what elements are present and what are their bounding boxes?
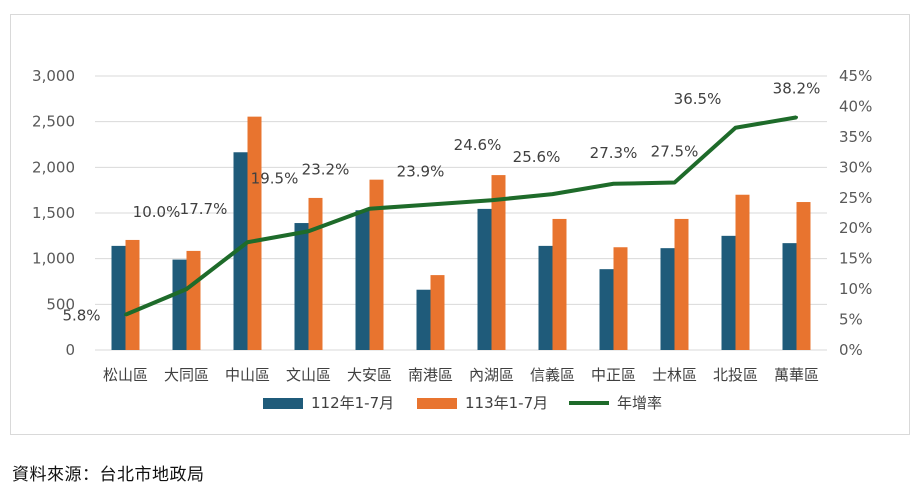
data-label: 17.7%	[180, 200, 228, 218]
bar-series2	[247, 116, 262, 350]
legend-label-series2: 113年1-7月	[465, 394, 548, 412]
bar-series1	[477, 208, 492, 350]
x-category-label: 大同區	[164, 366, 209, 384]
legend-label-line: 年增率	[617, 394, 662, 412]
y-left-tick-label: 3,000	[32, 67, 75, 85]
data-label: 23.2%	[302, 161, 350, 179]
y-right-tick-label: 20%	[839, 219, 872, 237]
bar-series1	[782, 243, 797, 350]
y-right-tick-label: 35%	[839, 128, 872, 146]
bar-series1	[416, 289, 431, 350]
source-note: 資料來源：台北市地政局	[12, 465, 205, 485]
legend-swatch-series2	[417, 398, 457, 409]
data-label: 36.5%	[674, 90, 722, 108]
data-label: 38.2%	[773, 79, 821, 97]
data-label: 10.0%	[133, 203, 181, 221]
bar-series2	[796, 202, 811, 350]
data-label: 23.9%	[397, 162, 445, 180]
bar-series2	[430, 275, 445, 350]
x-category-label: 中正區	[591, 366, 636, 384]
y-left-tick-label: 1,500	[32, 204, 75, 222]
bar-series2	[552, 218, 567, 350]
growth-rate-point	[124, 313, 127, 317]
x-category-label: 內湖區	[469, 366, 514, 384]
y-right-tick-label: 0%	[839, 341, 863, 359]
y-right-tick-label: 30%	[839, 158, 872, 176]
bar-series1	[294, 223, 309, 350]
bar-series1	[172, 259, 187, 350]
bar-series2	[674, 218, 689, 350]
x-category-label: 大安區	[347, 366, 392, 384]
growth-rate-point	[551, 192, 554, 196]
growth-rate-point	[246, 240, 249, 244]
growth-rate-point	[307, 229, 310, 233]
bar-series2	[125, 239, 140, 350]
bar-series2	[186, 250, 201, 350]
growth-rate-point	[734, 126, 737, 130]
x-category-label: 信義區	[530, 366, 575, 384]
data-label: 19.5%	[251, 169, 299, 187]
bar-series2	[735, 194, 750, 350]
bar-series2	[308, 197, 323, 350]
y-left-tick-label: 500	[46, 295, 75, 313]
x-category-label: 中山區	[225, 366, 270, 384]
y-left-tick-label: 0	[65, 341, 75, 359]
growth-rate-point	[795, 115, 798, 119]
bar-series2	[491, 175, 506, 350]
x-category-label: 松山區	[103, 366, 148, 384]
bar-series1	[355, 210, 370, 350]
y-left-tick-label: 1,000	[32, 250, 75, 268]
x-category-label: 士林區	[652, 366, 697, 384]
bar-series1	[233, 152, 248, 350]
bar-series1	[721, 235, 736, 350]
y-right-tick-label: 5%	[839, 311, 863, 329]
growth-rate-line	[124, 115, 797, 317]
growth-rate-point	[490, 198, 493, 202]
y-left-tick-label: 2,000	[32, 158, 75, 176]
data-label: 27.3%	[590, 144, 638, 162]
growth-rate-point	[185, 287, 188, 291]
data-label: 5.8%	[62, 307, 100, 325]
bar-series2	[613, 247, 628, 350]
x-category-label: 南港區	[408, 366, 453, 384]
y-left-tick-label: 2,500	[32, 113, 75, 131]
y-right-tick-label: 25%	[839, 189, 872, 207]
chart: 0 500 1,000 1,500 2,000 2,500 3,000 0% 5% 10% 15% 2…	[32, 67, 872, 412]
y-right-tick-label: 40%	[839, 97, 872, 115]
legend-swatch-series1	[263, 398, 303, 409]
x-category-label: 萬華區	[774, 366, 819, 384]
chart-frame: 0 500 1,000 1,500 2,000 2,500 3,000 0% 5% 10% 15% 2…	[10, 14, 910, 435]
data-label: 24.6%	[454, 136, 502, 154]
growth-rate-point	[673, 181, 676, 185]
bar-series1	[538, 245, 553, 350]
data-label: 25.6%	[513, 148, 561, 166]
growth-rate-point	[612, 182, 615, 186]
bar-series1	[111, 245, 126, 350]
bar-series1	[599, 269, 614, 350]
x-category-label: 文山區	[286, 366, 331, 384]
bar-series2	[369, 179, 384, 350]
y-right-tick-label: 10%	[839, 280, 872, 298]
growth-rate-point	[368, 207, 371, 211]
x-category-label: 北投區	[713, 366, 758, 384]
data-label: 27.5%	[651, 143, 699, 161]
y-right-tick-label: 45%	[839, 67, 872, 85]
bar-series1	[660, 248, 675, 350]
legend-label-series1: 112年1-7月	[311, 394, 394, 412]
y-right-tick-label: 15%	[839, 250, 872, 268]
growth-rate-point	[429, 202, 432, 206]
